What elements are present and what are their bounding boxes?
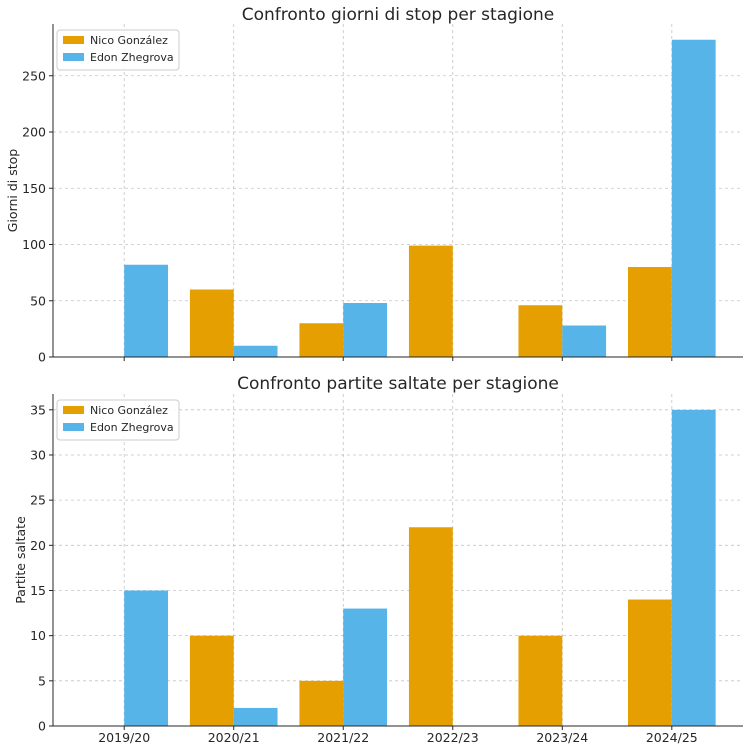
y-tick-label: 200	[22, 125, 46, 140]
chart-title: Confronto partite saltate per stagione	[237, 374, 559, 394]
bar-edon-2021-22	[343, 303, 388, 357]
bar-nico-2021-22	[299, 323, 344, 357]
bar-nico-2022-23	[408, 527, 453, 726]
bar-edon-2024-25	[671, 409, 716, 726]
legend-swatch-edon	[63, 423, 84, 431]
y-tick-label: 30	[30, 447, 46, 462]
bar-edon-2023-24	[562, 325, 607, 357]
y-tick-label: 0	[38, 719, 46, 734]
bar-nico-2024-25	[628, 599, 672, 726]
bar-edon-2020-21	[233, 345, 278, 357]
bar-edon-2020-21	[233, 707, 278, 726]
x-tick-label: 2022/23	[427, 730, 479, 745]
bar-nico-2022-23	[408, 245, 453, 357]
x-tick-label: 2019/20	[98, 730, 150, 745]
legend-label-edon: Edon Zhegrova	[90, 51, 174, 64]
y-axis-label: Giorni di stop	[5, 149, 20, 233]
bar-edon-2019-20	[124, 264, 168, 357]
bar-nico-2020-21	[189, 635, 234, 726]
chart-panel-2: 0 5 10 15 20 25 30 35 2019/20 2020/21 2021/22 2022/…	[13, 374, 743, 745]
bar-nico-2023-24	[518, 305, 563, 357]
legend-label-nico: Nico González	[90, 34, 168, 47]
x-tick-label: 2020/21	[208, 730, 260, 745]
y-tick-label: 35	[30, 402, 46, 417]
legend-swatch-nico	[63, 406, 84, 414]
legend-box	[56, 29, 180, 71]
y-tick-label: 20	[30, 538, 46, 553]
y-tick-label: 15	[30, 583, 46, 598]
y-tick-label: 0	[38, 350, 46, 365]
x-tick-label: 2023/24	[536, 730, 588, 745]
legend-label-nico: Nico González	[90, 404, 168, 417]
legend-box	[56, 399, 180, 441]
y-tick-label: 10	[30, 628, 46, 643]
x-tick-label: 2024/25	[646, 730, 698, 745]
legend-swatch-nico	[63, 36, 84, 44]
bar-nico-2021-22	[299, 680, 344, 726]
bar-edon-2024-25	[671, 39, 716, 357]
legend-label-edon: Edon Zhegrova	[90, 421, 174, 434]
y-tick-label: 100	[22, 237, 46, 252]
chart-panel-1: 0 50 100 150 200 250 Confronto giorni di stop …	[5, 5, 743, 365]
bar-nico-2024-25	[628, 267, 672, 357]
bar-edon-2019-20	[124, 590, 168, 726]
y-tick-label: 150	[22, 181, 46, 196]
y-axis-label: Partite saltate	[13, 516, 28, 604]
y-tick-label: 5	[38, 673, 46, 688]
legend-swatch-edon	[63, 53, 84, 61]
y-tick-label: 25	[30, 493, 46, 508]
chart-title: Confronto giorni di stop per stagione	[242, 5, 555, 25]
bar-nico-2020-21	[189, 289, 234, 357]
bar-edon-2021-22	[343, 608, 388, 726]
y-tick-label: 50	[30, 293, 46, 308]
bar-nico-2023-24	[518, 635, 563, 726]
x-tick-label: 2021/22	[317, 730, 369, 745]
y-tick-label: 250	[22, 68, 46, 83]
